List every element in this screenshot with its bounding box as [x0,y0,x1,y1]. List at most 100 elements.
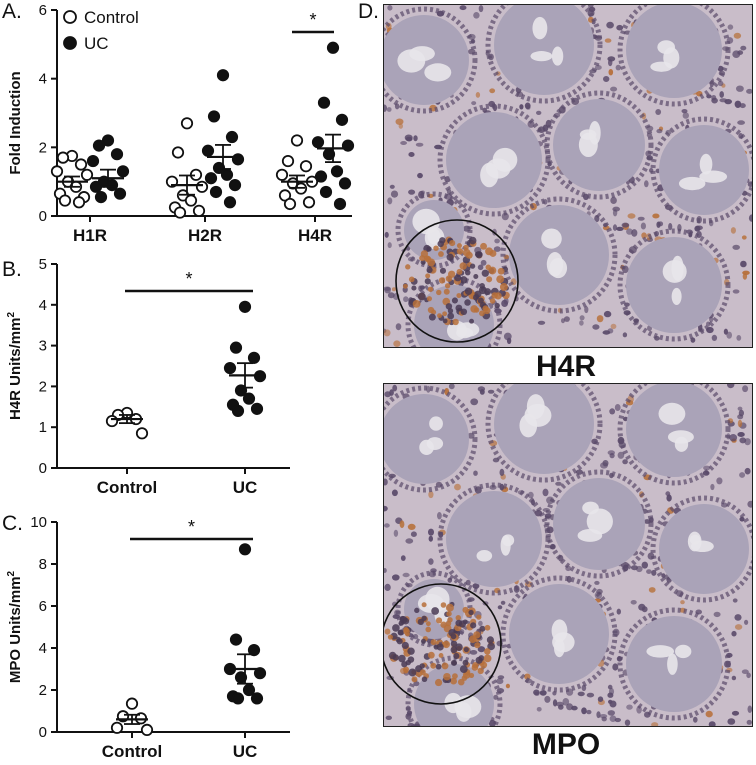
panel-a-uc-point [209,185,223,199]
panel-a-uc-point [207,110,221,123]
panel-a-uc-point [319,185,333,199]
panel-a-uc-point [326,41,340,54]
panel-a-control-point [283,197,297,211]
panel-a-control-point [290,134,304,147]
panel-c-y-tick-label: 2 [39,682,47,699]
panel-c-y-tick-label: 6 [39,598,47,615]
h4r-micrograph-label: H4R [535,350,596,383]
panel-a-control-point [56,151,70,164]
panel-b-uc-point [231,404,245,417]
panel-b-x-tick-label: Control [97,478,157,497]
panel-b-y-tick-label: 1 [39,419,47,436]
panel-a-control-point [192,204,206,217]
legend-control-marker [63,10,77,24]
mpo-micrograph-label: MPO [531,728,601,761]
panel-a-x-tick-label: H2R [188,226,222,245]
panel-a-x-tick-label: H4R [298,226,332,245]
panel-c-y-tick-label: 0 [39,724,47,741]
panel-c-uc-point [250,692,264,705]
mpo-circle-annotation-icon [384,583,502,705]
panel-c-uc-point [234,671,248,684]
panel-a-uc-point [201,144,215,157]
panel-c-x-tick-label: Control [102,742,162,761]
panel-a-control-point [275,168,289,181]
panel-a-y-tick-label: 0 [39,208,47,225]
panel-a-control-point [58,194,72,207]
panel-b-uc-point [229,341,243,354]
panel-a-control-point [299,160,313,173]
legend-uc-marker [63,36,77,50]
panel-a-uc-point [92,139,106,152]
panel-b-control-point [135,427,149,440]
panel-b-y-axis-label: H4R Units/mm2 [6,312,24,421]
panel-c-y-tick-label: 10 [30,514,47,531]
panel-b-y-tick-label: 3 [39,338,47,355]
panel-a-uc-point [110,148,124,161]
panel-b-y-tick-label: 2 [39,378,47,395]
panel-b-x-tick-label: UC [233,478,258,497]
panel-b-control-point [105,414,119,428]
panel-a-y-tick-label: 6 [39,2,47,19]
panel-a-control-point [302,196,316,209]
panel-a-uc-point [216,69,230,82]
panel-a-uc-point [101,134,115,147]
panel-a-uc-point [333,197,347,211]
panel-a-control-point [171,146,185,159]
panel-a-uc-point [314,170,328,183]
panel-a-control-point [195,180,209,193]
panel-a-control-point [281,154,295,168]
panel-c-uc-point [242,683,256,697]
panel-a-significance-star: * [309,10,316,30]
panel-a-uc-point [220,168,234,181]
panel-b-uc-point [238,300,252,313]
panel-a-uc-point [116,165,130,178]
panel-a-uc-point [212,161,226,175]
panel-c-letter: C. [2,512,23,535]
panel-a-uc-point [338,177,352,190]
panel-a-control-point [184,194,198,207]
panel-a-uc-point [228,179,242,192]
panel-c-x-tick-label: UC [233,742,258,761]
panel-c-control-point [110,721,124,734]
panel-a-control-point [50,165,64,178]
panel-a-uc-point [335,113,349,126]
panel-b-uc-point [242,392,256,405]
panel-a-uc-point [204,172,218,185]
panel-b-uc-point [247,351,261,364]
panel-a-uc-point [330,165,344,178]
panel-a-y-axis-label: Fold Induction [7,71,24,174]
mpo-micrograph [383,383,753,727]
panel-a-uc-point [94,191,108,204]
panel-b-uc-point [250,402,264,415]
panel-a-uc-point [225,130,239,144]
panel-c-y-tick-label: 8 [39,556,47,573]
panel-c-uc-point [238,543,252,556]
panel-b-uc-point [223,361,237,375]
panel-c-control-point [140,723,154,737]
panel-a-x-tick-label: H1R [73,226,107,245]
panel-a-control-point [173,206,187,219]
panel-a-uc-point [231,153,245,166]
panel-d-letter: D. [358,0,379,23]
panel-c-y-axis-label: MPO Units/mm2 [6,570,24,683]
panel-b-letter: B. [2,258,22,281]
h4r-circle-annotation-icon [395,219,519,343]
panel-a-y-tick-label: 4 [39,71,47,88]
panel-a-control-point [80,168,94,181]
panel-a-control-point [72,196,86,209]
panel-a-letter: A. [2,0,22,23]
h4r-micrograph [383,4,753,348]
panel-b-significance-star: * [185,269,192,289]
panel-a-uc-point [317,96,331,109]
legend-control-label: Control [84,8,139,27]
panel-a-uc-point [223,196,237,209]
panel-b-y-tick-label: 0 [39,460,47,477]
panel-a-uc-point [311,136,325,149]
panel-a-uc-point [89,180,103,193]
panel-a-control-point [180,117,194,130]
legend-uc-label: UC [84,34,109,53]
panel-a-uc-point [113,187,127,200]
panel-a-y-tick-label: 2 [39,139,47,156]
panel-a-uc-point [86,154,100,168]
